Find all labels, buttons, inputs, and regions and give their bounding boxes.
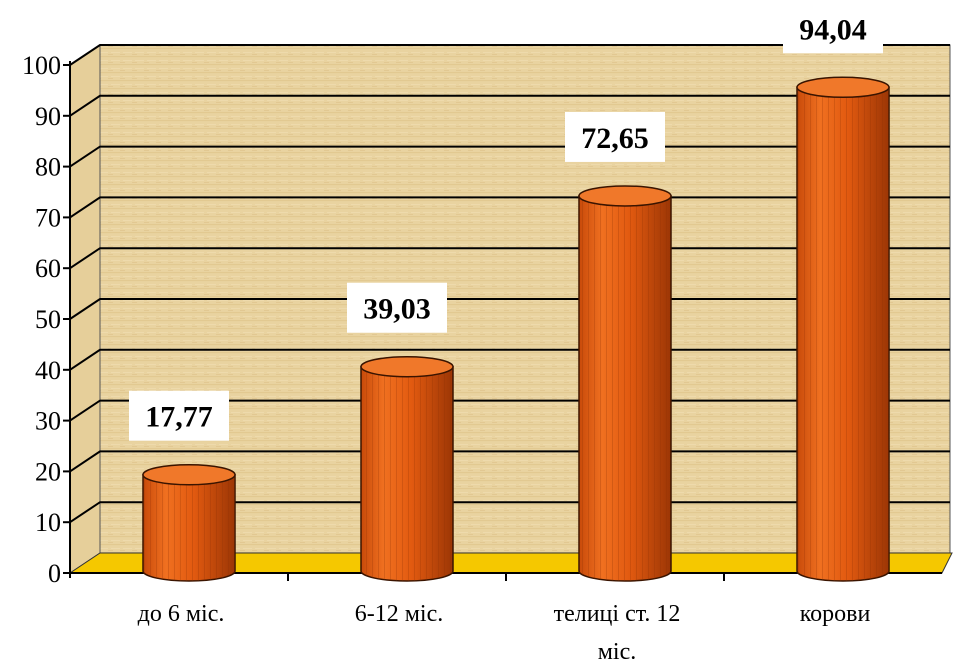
y-tick-label: 90 bbox=[35, 102, 61, 131]
data-label: 39,03 bbox=[363, 293, 431, 326]
gridline bbox=[69, 44, 950, 66]
bar-top bbox=[578, 185, 672, 207]
data-label-box bbox=[565, 111, 665, 162]
data-label: 17,77 bbox=[145, 401, 213, 434]
data-label-box bbox=[783, 3, 883, 54]
y-tick-label: 60 bbox=[35, 254, 61, 283]
bar-top bbox=[360, 355, 454, 378]
y-tick-label: 80 bbox=[35, 153, 61, 182]
bar-texture bbox=[579, 195, 671, 582]
data-label-box bbox=[347, 282, 447, 333]
y-tick-label: 50 bbox=[35, 305, 61, 334]
bar-top bbox=[796, 76, 890, 99]
x-tick-label: телиці ст. 12 міс. bbox=[554, 601, 681, 665]
y-tick-label: 30 bbox=[35, 407, 61, 436]
y-tick-label: 20 bbox=[35, 457, 61, 486]
x-tick-label: корови bbox=[800, 601, 871, 627]
data-label: 72,65 bbox=[581, 122, 649, 155]
bar bbox=[142, 463, 236, 582]
y-tick-label: 40 bbox=[35, 356, 61, 385]
bar bbox=[578, 185, 672, 582]
bar bbox=[360, 355, 454, 582]
bar-top bbox=[142, 463, 236, 486]
gridline bbox=[69, 145, 950, 168]
y-tick-label: 0 bbox=[48, 559, 61, 588]
data-label: 94,04 bbox=[799, 13, 867, 46]
data-label-box bbox=[129, 390, 229, 441]
y-tick-label: 10 bbox=[35, 508, 61, 537]
x-tick-label: до 6 міс. bbox=[138, 601, 225, 627]
bar bbox=[796, 76, 890, 582]
y-tick-label: 70 bbox=[35, 203, 61, 232]
bar-texture bbox=[361, 366, 453, 581]
y-tick-label: 100 bbox=[22, 51, 61, 80]
gridline bbox=[69, 94, 950, 117]
x-tick-label: 6-12 міс. bbox=[355, 601, 444, 627]
bar-texture bbox=[143, 474, 235, 581]
bar-texture bbox=[797, 87, 889, 582]
